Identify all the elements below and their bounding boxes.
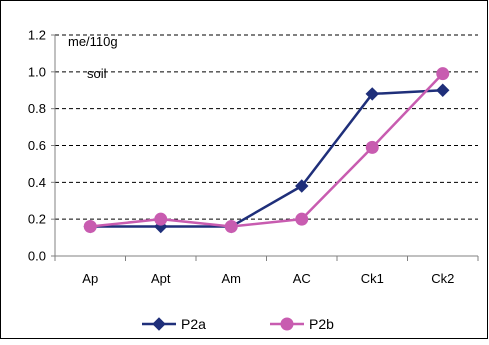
unit-label-line-2: soil [87, 66, 107, 81]
series-line-p2a [90, 89, 443, 228]
legend-item-p2b: P2b [270, 316, 334, 332]
y-tick-labels: 0.0 0.2 0.4 0.6 0.8 1.0 1.2 [28, 28, 46, 264]
axes [51, 34, 479, 261]
y-tick-label-3: 0.6 [28, 138, 46, 153]
x-tick-label-2: Am [222, 271, 242, 286]
series-layer [83, 67, 450, 234]
y-tick-label-6: 1.2 [28, 28, 46, 43]
point-p2b-am [224, 220, 238, 234]
x-tick-label-5: Ck2 [431, 271, 454, 286]
series-p2b [83, 67, 450, 234]
legend-item-p2a: P2a [142, 316, 206, 332]
gridlines [55, 34, 478, 220]
x-tick-label-0: Ap [82, 271, 98, 286]
y-tick-label-5: 1.0 [28, 64, 46, 79]
series-line-p2b [90, 72, 444, 228]
point-p2b-ap [83, 220, 97, 234]
point-p2b-ac [295, 212, 309, 226]
point-p2a-ac [295, 179, 309, 193]
legend-marker-p2a [152, 317, 166, 331]
unit-label-line-1: me/110g [68, 34, 118, 49]
x-tick-label-1: Apt [151, 271, 171, 286]
y-tick-label-2: 0.4 [28, 175, 46, 190]
point-p2a-ck1 [365, 87, 379, 101]
y-tick-label-4: 0.8 [28, 101, 46, 116]
point-p2b-ck1 [365, 140, 379, 154]
y-tick-label-0: 0.0 [28, 249, 46, 264]
x-tick-labels: Ap Apt Am AC Ck1 Ck2 [82, 271, 454, 286]
legend-label-p2a: P2a [181, 316, 206, 332]
legend: P2a P2b [142, 316, 334, 332]
x-tick-label-4: Ck1 [361, 271, 384, 286]
legend-marker-p2b [280, 317, 294, 331]
y-tick-label-1: 0.2 [28, 212, 46, 227]
legend-label-p2b: P2b [309, 316, 334, 332]
point-p2b-ck2 [436, 67, 450, 81]
point-p2b-apt [154, 212, 168, 226]
point-p2a-ck2 [436, 83, 450, 97]
x-tick-label-3: AC [293, 271, 311, 286]
